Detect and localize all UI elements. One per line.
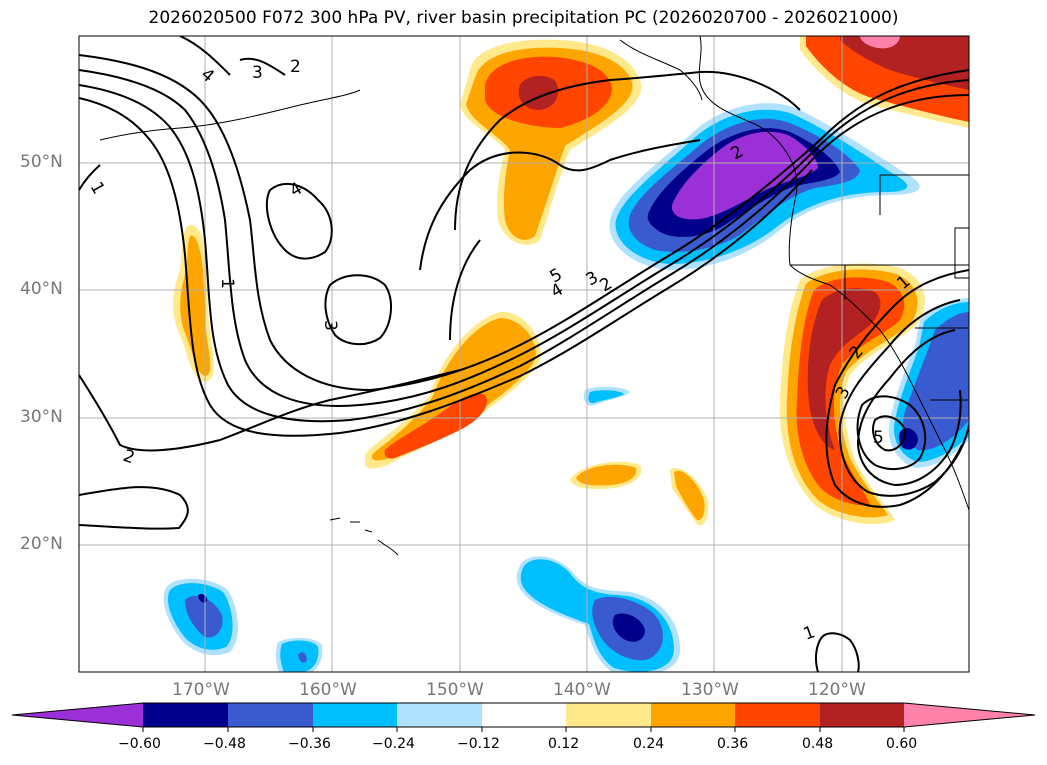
colorbar-segment bbox=[313, 703, 397, 727]
lon-label: 140°W bbox=[553, 680, 611, 700]
lat-label: 40°N bbox=[20, 279, 63, 299]
contour-label: 3 bbox=[320, 320, 340, 331]
colorbar-segment bbox=[651, 703, 735, 727]
colorbar-segment bbox=[228, 703, 313, 727]
contour-label: 1 bbox=[217, 278, 237, 289]
colorbar-segment bbox=[12, 703, 143, 727]
map-frame bbox=[78, 35, 970, 673]
lon-label: 170°W bbox=[172, 680, 230, 700]
coastlines bbox=[99, 36, 969, 556]
colorbar-segment bbox=[566, 703, 651, 727]
lon-label: 130°W bbox=[681, 680, 739, 700]
colorbar-segment bbox=[397, 703, 482, 727]
lon-label: 150°W bbox=[426, 680, 484, 700]
colorbar-tick-label: 0.36 bbox=[717, 736, 749, 752]
colorbar-tick-label: −0.24 bbox=[372, 736, 415, 752]
colorbar-tick-label: 0.48 bbox=[802, 736, 834, 752]
colorbar bbox=[11, 702, 1036, 732]
colorbar-tick-label: −0.60 bbox=[118, 736, 161, 752]
colorbar-tick-label: 0.60 bbox=[886, 736, 918, 752]
pv-contours bbox=[79, 36, 969, 672]
contour-label: 3 bbox=[252, 63, 263, 83]
lon-label: 160°W bbox=[299, 680, 357, 700]
colorbar-tick-label: −0.12 bbox=[457, 736, 500, 752]
lat-label: 50°N bbox=[20, 152, 63, 172]
graticule bbox=[79, 36, 969, 672]
colorbar-tick-label: 0.24 bbox=[633, 736, 665, 752]
lat-label: 30°N bbox=[20, 407, 63, 427]
colorbar-segment bbox=[143, 703, 228, 727]
lon-label: 120°W bbox=[808, 680, 866, 700]
colorbar-tick-label: −0.48 bbox=[203, 736, 246, 752]
colorbar-segment bbox=[735, 703, 820, 727]
contour-label: 2 bbox=[290, 57, 301, 77]
colorbar-segment bbox=[482, 703, 566, 727]
colorbar-segment bbox=[904, 703, 1035, 727]
colorbar-tick-label: 0.12 bbox=[548, 736, 580, 752]
colorbar-tick-label: −0.36 bbox=[288, 736, 331, 752]
contour-label: 5 bbox=[873, 428, 884, 448]
colorbar-segment bbox=[820, 703, 904, 727]
map-title: 2026020500 F072 300 hPa PV, river basin … bbox=[148, 8, 899, 28]
lat-label: 20°N bbox=[20, 534, 63, 554]
